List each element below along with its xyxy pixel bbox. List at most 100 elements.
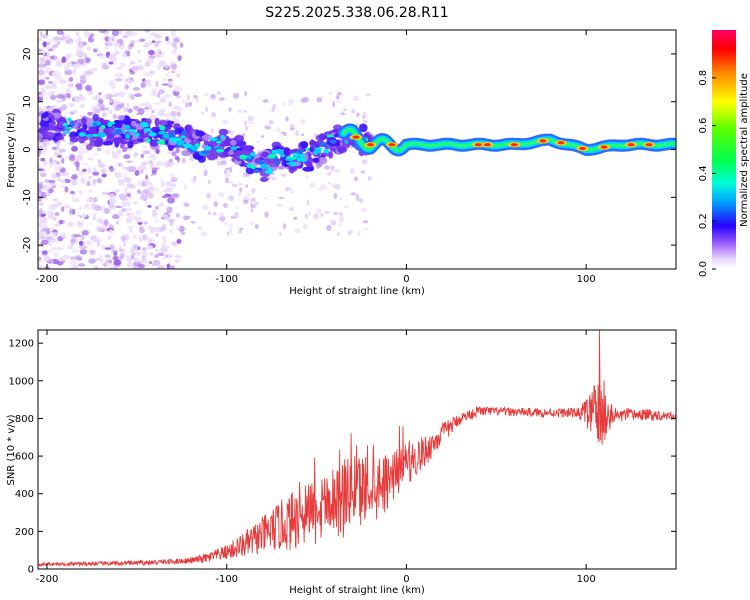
- noise-speckle: [41, 146, 47, 152]
- noise-speckle: [79, 104, 85, 109]
- noise-speckle: [103, 208, 111, 214]
- noise-speckle: [93, 67, 98, 72]
- noise-speckle: [340, 112, 346, 116]
- noise-speckle: [98, 30, 107, 34]
- noise-speckle: [79, 145, 85, 152]
- noise-speckle: [45, 236, 54, 241]
- noise-speckle: [148, 252, 155, 256]
- ridge-core: [158, 130, 167, 135]
- noise-speckle: [85, 57, 91, 64]
- noise-speckle: [45, 188, 49, 196]
- noise-speckle: [61, 206, 65, 213]
- noise-speckle: [163, 161, 170, 168]
- noise-speckle: [53, 250, 59, 258]
- noise-speckle: [40, 93, 46, 99]
- noise-speckle: [103, 219, 109, 226]
- noise-speckle: [241, 133, 245, 137]
- ridge-core: [209, 137, 218, 141]
- noise-speckle: [135, 251, 142, 257]
- noise-speckle: [170, 70, 176, 74]
- noise-speckle: [158, 60, 167, 67]
- noise-speckle: [68, 40, 74, 44]
- noise-speckle: [128, 212, 135, 218]
- noise-speckle: [183, 202, 190, 208]
- noise-speckle: [188, 101, 192, 105]
- noise-speckle: [181, 99, 186, 104]
- noise-speckle: [224, 222, 227, 226]
- noise-speckle: [111, 30, 119, 37]
- noise-speckle: [99, 254, 104, 260]
- noise-speckle: [121, 208, 126, 212]
- noise-speckle: [144, 236, 152, 243]
- noise-speckle: [155, 187, 159, 194]
- noise-speckle: [337, 232, 340, 236]
- noise-speckle: [148, 261, 153, 265]
- noise-speckle: [218, 192, 225, 198]
- noise-speckle: [92, 179, 97, 184]
- noise-speckle: [49, 182, 57, 187]
- ridge-core: [162, 133, 170, 139]
- noise-speckle: [185, 102, 188, 108]
- noise-speckle: [245, 184, 249, 188]
- noise-speckle: [340, 197, 343, 201]
- noise-speckle: [52, 198, 58, 202]
- ridge-core: [250, 165, 256, 170]
- noise-speckle: [167, 40, 172, 46]
- y-tick-label: -10: [22, 189, 33, 205]
- noise-speckle: [329, 219, 335, 223]
- noise-speckle: [168, 84, 173, 88]
- noise-speckle: [76, 221, 84, 228]
- y-tick-label: 1200: [9, 339, 34, 350]
- noise-speckle: [85, 84, 92, 92]
- noise-speckle: [161, 242, 166, 248]
- noise-speckle: [76, 214, 82, 217]
- y-tick-label: 400: [15, 489, 34, 500]
- noise-speckle: [111, 153, 120, 160]
- noise-speckle: [109, 229, 113, 235]
- noise-speckle: [87, 167, 92, 174]
- noise-speckle: [38, 38, 42, 42]
- noise-speckle: [92, 171, 100, 176]
- noise-speckle: [176, 157, 181, 163]
- colorbar-ticks: 0.0 0.2 0.4 0.6 0.8: [698, 70, 716, 277]
- noise-speckle: [175, 226, 181, 230]
- noise-speckle: [40, 157, 46, 162]
- ridge-blob: [337, 146, 347, 154]
- noise-speckle: [147, 41, 153, 46]
- noise-speckle: [138, 164, 147, 171]
- noise-speckle: [61, 104, 68, 111]
- noise-speckle: [120, 197, 128, 201]
- noise-speckle: [242, 199, 249, 205]
- noise-speckle: [66, 244, 74, 250]
- ridge-core: [159, 125, 166, 131]
- noise-speckle: [71, 248, 79, 254]
- noise-speckle: [96, 178, 102, 184]
- noise-speckle: [170, 173, 174, 178]
- ridge-core: [78, 132, 86, 137]
- noise-speckle: [161, 256, 168, 260]
- noise-speckle: [68, 102, 74, 108]
- noise-speckle: [53, 36, 60, 41]
- noise-speckle: [86, 198, 94, 203]
- ridge-blob: [104, 126, 110, 135]
- noise-speckle: [338, 222, 342, 227]
- noise-speckle: [92, 213, 97, 218]
- colorbar-bar: [712, 30, 736, 269]
- ridge-blob: [288, 165, 295, 174]
- noise-speckle: [74, 161, 80, 168]
- noise-speckle: [285, 116, 289, 122]
- noise-speckle: [153, 226, 161, 233]
- noise-speckle: [54, 145, 60, 150]
- noise-speckle: [66, 40, 70, 44]
- noise-speckle: [167, 197, 175, 204]
- ridge-blob: [46, 125, 58, 131]
- noise-speckle: [108, 37, 113, 41]
- ridge-core: [215, 149, 225, 153]
- noise-speckle: [212, 212, 217, 216]
- ridge-core: [123, 124, 131, 130]
- ridge-core: [329, 139, 337, 144]
- noise-speckle: [290, 127, 295, 131]
- noise-speckle: [323, 186, 327, 190]
- noise-speckle: [50, 227, 54, 232]
- noise-speckle: [137, 50, 141, 53]
